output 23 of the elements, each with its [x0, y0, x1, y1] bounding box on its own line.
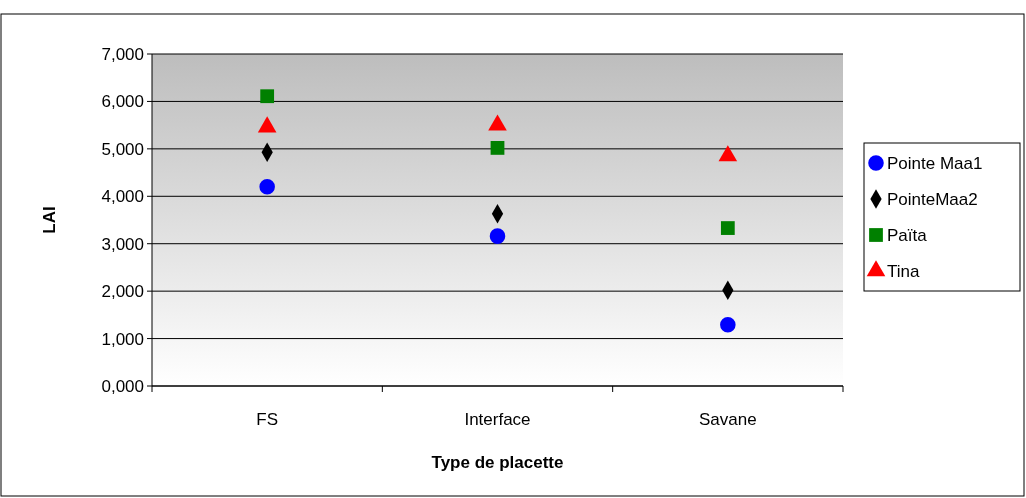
point	[489, 228, 506, 244]
legend-label: Pointe Maa1	[887, 153, 983, 173]
y-tick-label: 2,000	[101, 282, 144, 302]
y-axis-title: LAI	[40, 206, 59, 234]
legend-label: PointeMaa2	[887, 189, 978, 209]
legend-label: Païta	[887, 225, 928, 245]
x-tick-label: FS	[256, 410, 279, 429]
y-tick-label: 6,000	[101, 92, 144, 112]
x-tick-label: Interface	[464, 410, 531, 429]
point	[259, 179, 275, 195]
x-tick-label: Savane	[699, 410, 757, 429]
point	[490, 141, 505, 155]
y-tick-label: 7,000	[101, 44, 144, 64]
y-tick-label: 5,000	[101, 139, 144, 159]
y-tick-label: 4,000	[101, 187, 144, 207]
point	[720, 317, 736, 333]
y-tick-label: 0,000	[101, 376, 144, 396]
y-tick-label: 3,000	[101, 234, 144, 254]
point	[260, 89, 275, 104]
x-axis-title: Type de placette	[431, 453, 564, 472]
y-tick-label: 1,000	[101, 329, 144, 349]
point	[720, 221, 735, 235]
legend-label: Tina	[887, 261, 920, 281]
